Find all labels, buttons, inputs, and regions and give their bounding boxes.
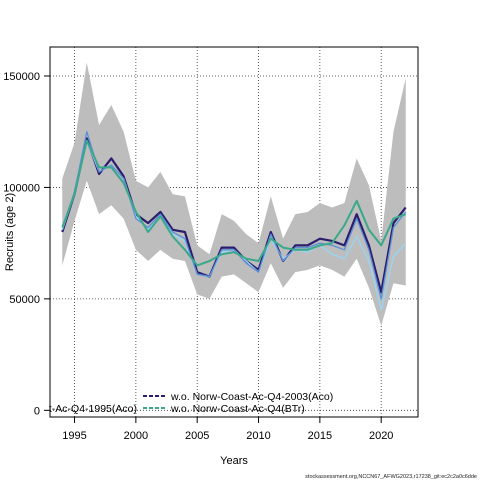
x-axis-title: Years xyxy=(220,455,248,467)
legend-label-0: t-Ac-Q4-1995(Aco) xyxy=(49,403,137,415)
x-tick-label-0: 1995 xyxy=(62,430,86,442)
legend-label-1: w.o. Norw-Coast-Ac-Q4-2003(Aco) xyxy=(170,391,333,403)
footer-provenance: stockassessment.org,NCCN67_AFWG2023,r172… xyxy=(305,474,477,480)
x-axis-ticks: 1995 2000 2005 2010 2015 2020 xyxy=(62,417,393,442)
series-lines xyxy=(61,131,407,311)
x-tick-label-5: 2020 xyxy=(369,430,393,442)
legend: t-Ac-Q4-1995(Aco) w.o. Norw-Coast-Ac-Q4-2… xyxy=(49,391,333,415)
series-line-3 xyxy=(61,139,407,267)
plot-frame xyxy=(49,46,419,418)
y-tick-label-2: 100000 xyxy=(3,182,40,194)
series-line-0 xyxy=(61,137,407,294)
x-tick-label-2: 2005 xyxy=(185,430,209,442)
series-line-2 xyxy=(61,131,407,300)
confidence-band-layer xyxy=(62,62,406,326)
y-axis-ticks: 0 50000 100000 150000 xyxy=(3,71,50,417)
confidence-band xyxy=(62,62,406,326)
legend-label-2: w.o. Norw-Coast-Ac-Q4(BTr) xyxy=(170,403,305,415)
y-tick-label-1: 50000 xyxy=(9,294,40,306)
y-axis-title: Recruits (age 2) xyxy=(4,193,16,271)
x-tick-label-1: 2000 xyxy=(124,430,148,442)
y-tick-label-0: 0 xyxy=(34,405,40,417)
y-tick-label-3: 150000 xyxy=(3,71,40,83)
x-tick-label-4: 2015 xyxy=(308,430,332,442)
x-tick-label-3: 2010 xyxy=(246,430,270,442)
